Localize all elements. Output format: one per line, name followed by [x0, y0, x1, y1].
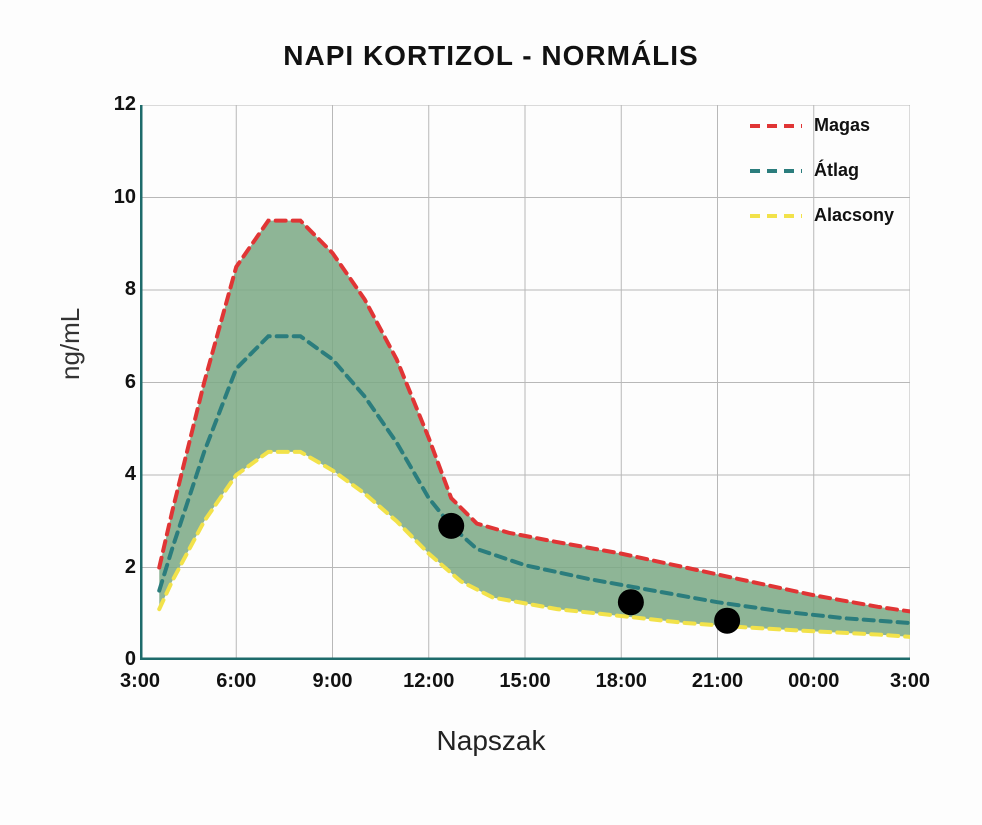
- legend-item-high: Magas: [750, 115, 870, 136]
- y-tick: 6: [106, 371, 136, 394]
- x-tick: 12:00: [394, 670, 464, 693]
- y-axis-label: ng/mL: [55, 308, 86, 380]
- chart-container: NAPI KORTIZOL - NORMÁLIS ng/mL Napszak 0…: [0, 0, 982, 825]
- legend-item-low: Alacsony: [750, 205, 894, 226]
- x-tick: 21:00: [683, 670, 753, 693]
- plot-area: [140, 105, 910, 660]
- y-tick: 8: [106, 278, 136, 301]
- y-tick: 12: [106, 93, 136, 116]
- y-tick: 2: [106, 556, 136, 579]
- x-tick: 6:00: [201, 670, 271, 693]
- x-tick: 9:00: [298, 670, 368, 693]
- y-tick: 0: [106, 648, 136, 671]
- x-tick: 00:00: [779, 670, 849, 693]
- x-tick: 3:00: [875, 670, 945, 693]
- legend-item-avg: Átlag: [750, 160, 859, 181]
- x-tick: 18:00: [586, 670, 656, 693]
- y-tick: 10: [106, 186, 136, 209]
- x-tick: 3:00: [105, 670, 175, 693]
- chart-title: NAPI KORTIZOL - NORMÁLIS: [0, 40, 982, 72]
- y-tick: 4: [106, 463, 136, 486]
- x-axis-label: Napszak: [0, 725, 982, 757]
- x-tick: 15:00: [490, 670, 560, 693]
